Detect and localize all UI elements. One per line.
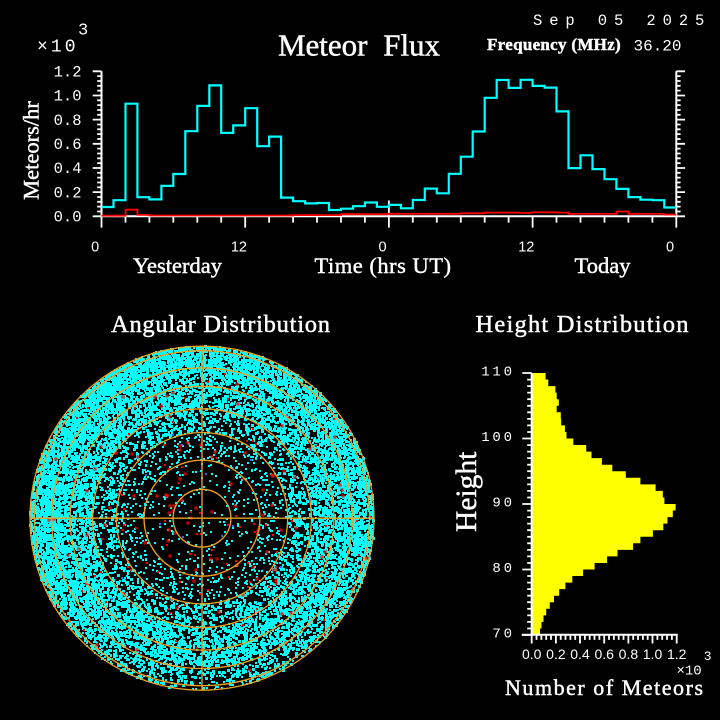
svg-text:100: 100 <box>481 430 515 446</box>
svg-text:×10: ×10 <box>677 664 702 680</box>
svg-text:36.20: 36.20 <box>634 38 682 56</box>
svg-text:Number of Meteors: Number of Meteors <box>505 675 703 700</box>
svg-text:70: 70 <box>492 627 514 643</box>
svg-text:1.2: 1.2 <box>667 646 687 662</box>
svg-text:12: 12 <box>518 239 534 255</box>
svg-text:0.0: 0.0 <box>522 646 542 662</box>
svg-text:3: 3 <box>704 649 712 664</box>
svg-text:0: 0 <box>379 239 387 255</box>
svg-text:0.4: 0.4 <box>54 160 82 178</box>
svg-text:Sep 05 2025: Sep 05 2025 <box>533 12 711 30</box>
svg-text:12: 12 <box>231 239 247 255</box>
svg-text:0.0: 0.0 <box>54 209 82 227</box>
svg-text:Time (hrs UT): Time (hrs UT) <box>315 253 452 278</box>
svg-text:Frequency (MHz): Frequency (MHz) <box>487 35 621 54</box>
svg-text:80: 80 <box>492 561 514 577</box>
svg-text:Angular Distribution: Angular Distribution <box>111 311 330 338</box>
svg-text:0: 0 <box>666 239 674 255</box>
svg-text:Height Distribution: Height Distribution <box>476 311 689 338</box>
svg-text:0.2: 0.2 <box>546 646 566 662</box>
svg-text:0.8: 0.8 <box>619 646 639 662</box>
svg-text:0: 0 <box>91 239 99 255</box>
svg-text:Today: Today <box>575 253 632 278</box>
svg-text:3: 3 <box>78 22 88 41</box>
svg-text:1.0: 1.0 <box>54 88 82 106</box>
svg-text:Yesterday: Yesterday <box>133 253 223 278</box>
svg-text:0.6: 0.6 <box>594 646 614 662</box>
svg-text:×10: ×10 <box>37 38 79 58</box>
svg-text:0.4: 0.4 <box>570 646 590 662</box>
svg-text:1.0: 1.0 <box>643 646 663 662</box>
svg-text:0.8: 0.8 <box>54 112 82 130</box>
svg-text:Meteor Flux: Meteor Flux <box>278 28 441 63</box>
svg-text:1.2: 1.2 <box>54 64 82 82</box>
svg-text:Meteors/hr: Meteors/hr <box>19 101 44 200</box>
svg-text:0.2: 0.2 <box>54 184 82 202</box>
svg-text:0.6: 0.6 <box>54 136 82 154</box>
svg-text:Height: Height <box>451 451 483 532</box>
svg-text:110: 110 <box>481 365 515 381</box>
svg-text:90: 90 <box>492 496 514 512</box>
